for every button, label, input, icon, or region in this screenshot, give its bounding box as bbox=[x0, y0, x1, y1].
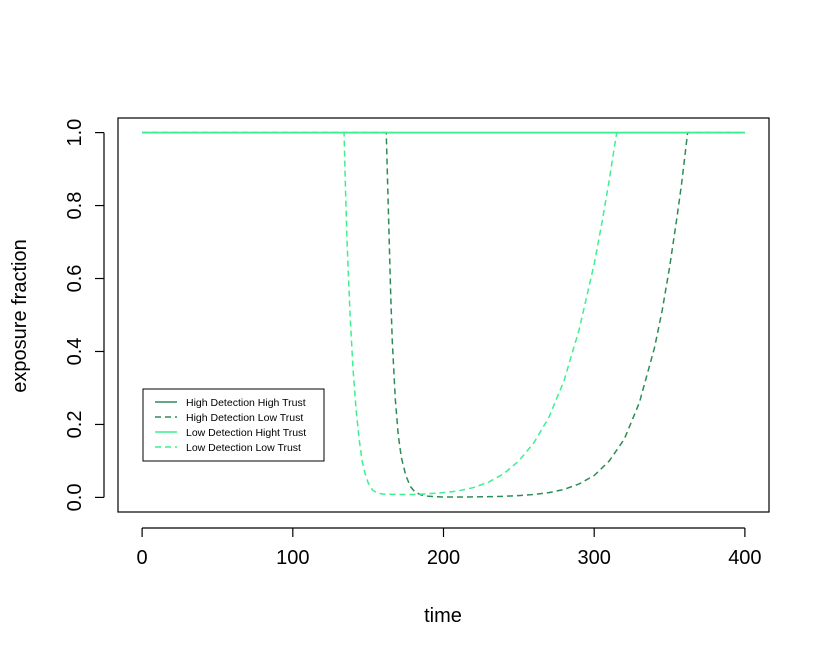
x-axis: 0 100 200 300 400 bbox=[137, 527, 762, 569]
x-tick-label: 200 bbox=[427, 547, 460, 569]
y-axis-title: exposure fraction bbox=[9, 239, 31, 392]
series-line-4 bbox=[142, 131, 745, 496]
legend-label: Low Detection Hight Trust bbox=[186, 427, 306, 439]
legend-label: High Detection High Trust bbox=[186, 397, 306, 409]
legend-label: High Detection Low Trust bbox=[186, 412, 303, 424]
y-axis: 0.0 0.2 0.4 0.6 0.8 1.0 bbox=[64, 119, 105, 512]
series-line-2 bbox=[142, 131, 745, 498]
legend-label: Low Detection Low Trust bbox=[186, 442, 301, 454]
x-tick-label: 0 bbox=[137, 547, 148, 569]
y-tick-label: 0.4 bbox=[64, 338, 86, 366]
x-axis-title: time bbox=[424, 605, 462, 627]
y-tick-label: 1.0 bbox=[64, 119, 86, 147]
x-tick-label: 100 bbox=[276, 547, 309, 569]
y-tick-label: 0.0 bbox=[64, 484, 86, 512]
y-tick-label: 0.8 bbox=[64, 192, 86, 220]
x-tick-label: 300 bbox=[578, 547, 611, 569]
legend-box bbox=[142, 388, 325, 462]
plot-frame bbox=[117, 117, 770, 513]
series-layer bbox=[142, 131, 745, 498]
x-tick-label: 400 bbox=[728, 547, 761, 569]
y-tick-label: 0.6 bbox=[64, 265, 86, 293]
y-tick-label: 0.2 bbox=[64, 411, 86, 439]
legend: High Detection High Trust High Detection … bbox=[142, 388, 325, 462]
